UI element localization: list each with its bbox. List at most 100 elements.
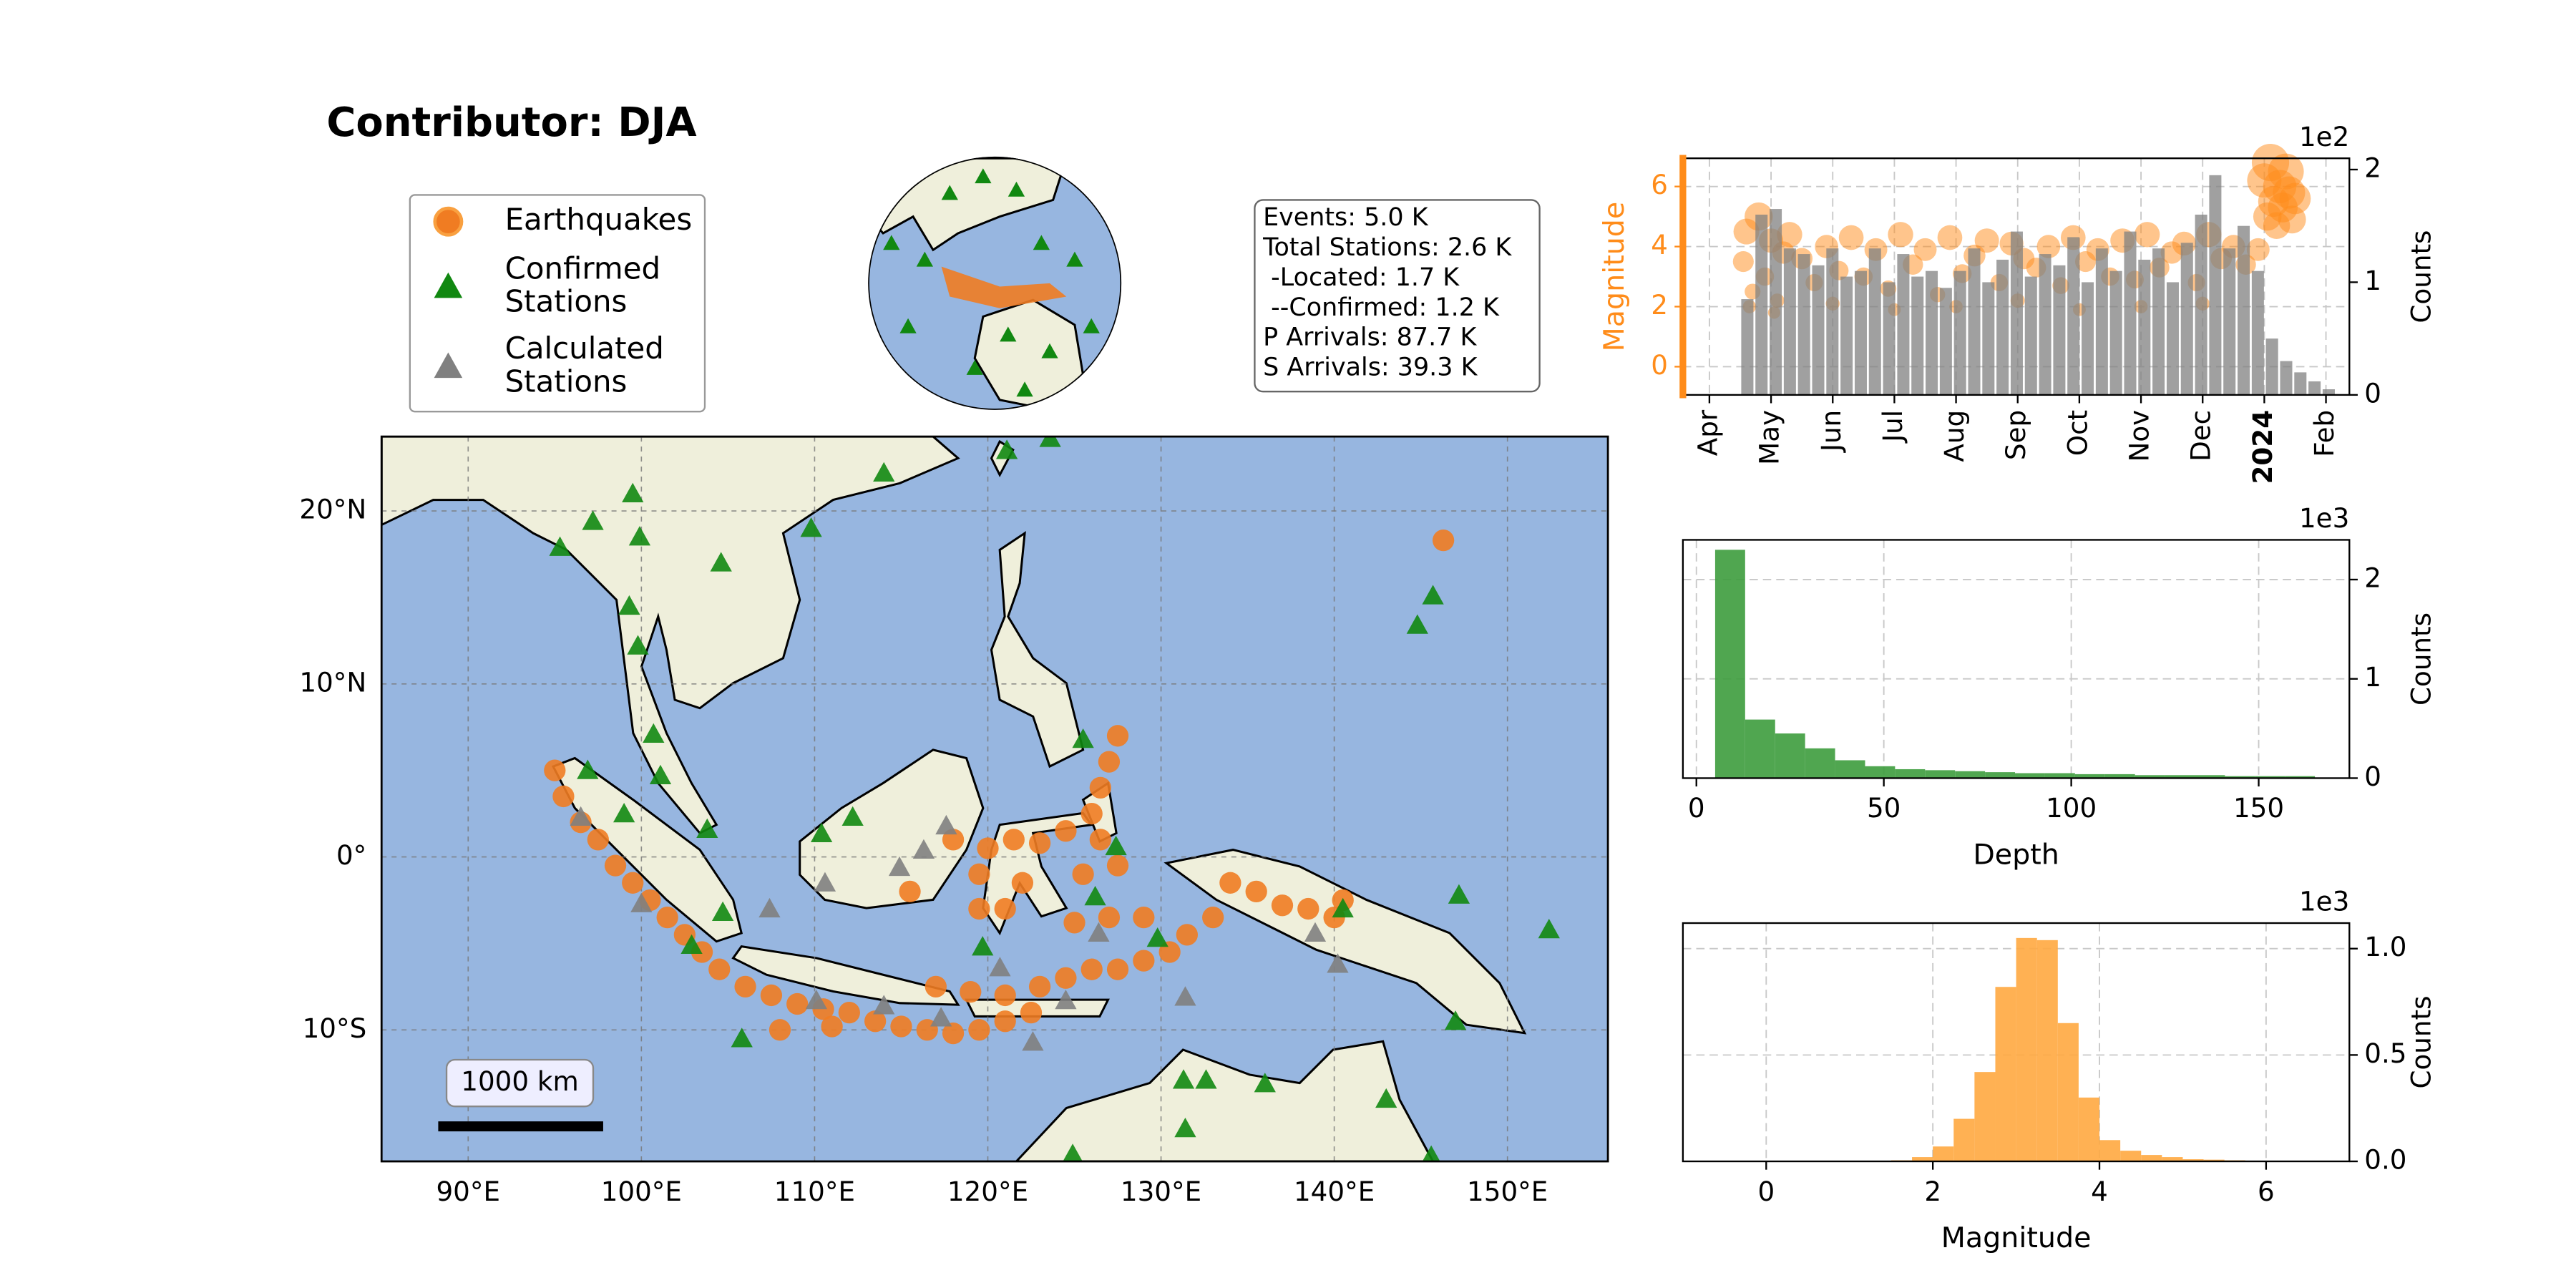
y-tick-label: 20°N [299, 494, 366, 525]
station [1174, 1117, 1196, 1138]
y-tick-label: 2 [1651, 289, 1668, 321]
histogram-bar [1835, 760, 1865, 779]
magnitude-point [1974, 228, 1999, 253]
legend-marker [434, 272, 463, 298]
count-bar [2195, 214, 2207, 395]
stats-line: --Confirmed: 1.2 K [1263, 293, 1500, 322]
x-tick-label: 0 [1757, 1176, 1775, 1207]
y-tick-label: 10°S [303, 1013, 367, 1044]
count-bar [2124, 231, 2137, 395]
x-tick-label: 2024 [2247, 410, 2278, 484]
count-bar [1840, 276, 1853, 395]
station [731, 1028, 753, 1048]
station [630, 892, 653, 912]
station [1448, 884, 1470, 904]
y-tick-label: 1.0 [2364, 931, 2406, 962]
earthquake [604, 854, 627, 877]
axis-offset-label: 1e3 [2299, 502, 2349, 534]
x-tick-label: May [1754, 410, 1785, 465]
earthquake [977, 837, 999, 859]
y-tick-label: 1 [2364, 661, 2381, 693]
x-tick-label: 100 [2046, 792, 2097, 824]
station [627, 635, 649, 655]
earthquake [968, 863, 990, 885]
earthquake [1028, 975, 1051, 997]
histogram-bar [2162, 1157, 2183, 1162]
earthquake [994, 1010, 1016, 1033]
histogram-bar [1995, 987, 2016, 1162]
histogram-bar [2036, 940, 2058, 1162]
earthquake [1098, 751, 1121, 773]
earthquake [968, 897, 990, 920]
station [972, 936, 994, 956]
histogram-bar [2078, 1097, 2100, 1162]
histogram-bar [1895, 769, 1926, 779]
legend: Earthquakes Confirmed Stations Calculated St… [409, 194, 706, 413]
count-bar [2082, 282, 2094, 395]
count-bar [1783, 248, 1796, 395]
count-bar [1982, 282, 1995, 395]
earthquake [838, 1001, 860, 1024]
earthquake [622, 872, 644, 894]
x-tick-label: 150°E [1467, 1176, 1548, 1207]
earthquake [1176, 924, 1198, 946]
count-bar [2138, 259, 2151, 395]
stats-line: Events: 5.0 K [1263, 203, 1429, 232]
earthquake [1202, 907, 1224, 929]
scale-bar-line [438, 1121, 603, 1132]
histogram-bar [2141, 1155, 2162, 1162]
station [814, 872, 836, 892]
station [841, 806, 864, 826]
x-axis-label: Depth [1973, 838, 2059, 871]
y-axis-label: Counts [2405, 996, 2436, 1089]
scale-label: 1000 km [461, 1065, 579, 1097]
earthquake [994, 984, 1016, 1007]
histogram-bar [2057, 1023, 2079, 1162]
legend-label: Calculated Stations [505, 331, 664, 399]
station [758, 897, 781, 918]
station [628, 526, 651, 546]
x-tick-label: Feb [2308, 410, 2340, 457]
histogram-bar [2225, 776, 2255, 779]
earthquake [708, 958, 731, 980]
x-tick-label: 100°E [601, 1176, 682, 1207]
histogram-bar [1953, 1118, 1975, 1162]
histogram-bar [2099, 1140, 2121, 1162]
map-frame [380, 435, 1609, 1163]
x-tick-label: 2 [1924, 1176, 1941, 1207]
earthquake [1089, 776, 1111, 799]
station [1422, 1145, 1440, 1162]
y-tick-label: 0° [336, 839, 366, 871]
station [613, 802, 635, 823]
earthquake [1219, 872, 1241, 894]
x-tick-label: Jun [1815, 410, 1847, 453]
count-bar [2109, 270, 2122, 395]
axes-frame [1682, 539, 2351, 779]
station [1174, 986, 1196, 1006]
earthquake [544, 759, 566, 781]
station [935, 814, 957, 835]
stats-line: P Arrivals: 87.7 K [1263, 323, 1477, 352]
earthquake [1072, 863, 1094, 885]
histogram-bar [1865, 766, 1896, 779]
earthquake [1011, 872, 1034, 894]
station [710, 552, 732, 572]
earthquake [1020, 1001, 1043, 1024]
earthquake [769, 1019, 791, 1041]
station [1538, 918, 1560, 939]
histogram-bar [2015, 773, 2045, 779]
magnitude-point [2036, 235, 2061, 258]
station [989, 957, 1011, 977]
station [570, 806, 592, 826]
y-tick-label: 0 [2364, 761, 2381, 792]
legend-label: Earthquakes [505, 202, 693, 237]
y-axis-label: Magnitude [1598, 202, 1631, 352]
histogram-bar [2165, 775, 2195, 779]
axis-offset-label: 1e3 [2299, 886, 2349, 917]
histogram-bar [2120, 1151, 2142, 1162]
count-bar [2265, 338, 2278, 395]
count-bar [2039, 254, 2051, 395]
count-bar [2238, 225, 2250, 395]
station [1327, 953, 1349, 973]
